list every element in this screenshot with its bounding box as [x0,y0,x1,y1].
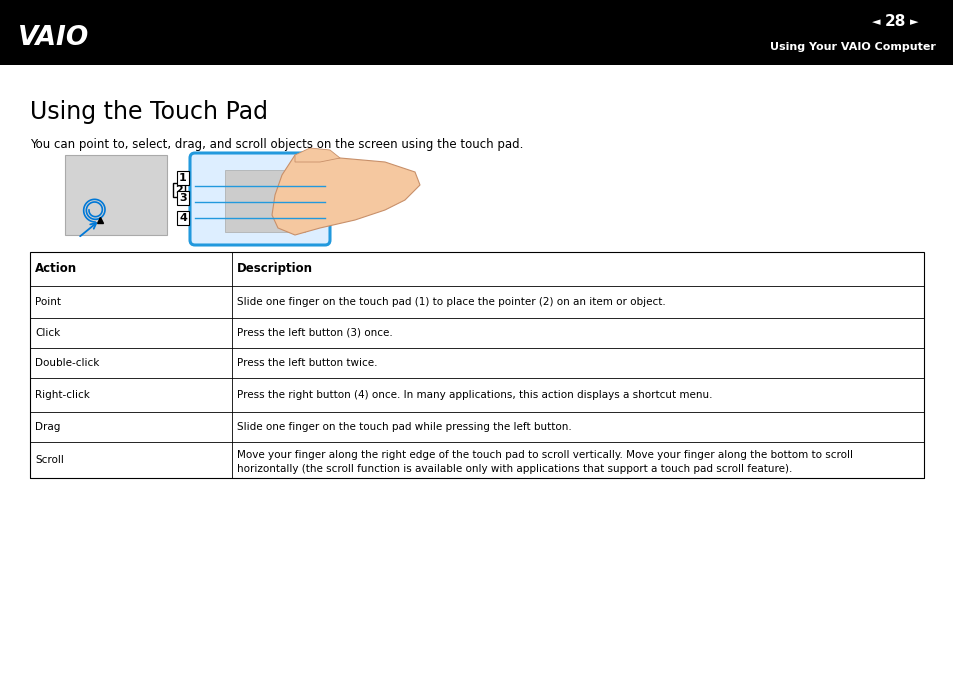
Polygon shape [294,148,339,162]
Text: VAIO: VAIO [18,25,90,51]
Text: Using the Touch Pad: Using the Touch Pad [30,100,268,124]
Text: 2: 2 [175,185,183,195]
Text: Slide one finger on the touch pad while pressing the left button.: Slide one finger on the touch pad while … [236,422,571,432]
Text: Action: Action [35,262,77,276]
Polygon shape [272,155,419,235]
FancyBboxPatch shape [190,153,330,245]
Text: You can point to, select, drag, and scroll objects on the screen using the touch: You can point to, select, drag, and scro… [30,138,523,151]
Text: 3: 3 [179,193,187,203]
Text: Slide one finger on the touch pad (1) to place the pointer (2) on an item or obj: Slide one finger on the touch pad (1) to… [236,297,665,307]
Text: Press the left button twice.: Press the left button twice. [236,358,377,368]
Text: Press the right button (4) once. In many applications, this action displays a sh: Press the right button (4) once. In many… [236,390,712,400]
Bar [65,155,167,235]
Bar [225,170,305,232]
Text: Double-click: Double-click [35,358,99,368]
Text: ◄: ◄ [871,17,880,27]
Bar [0,0,953,65]
Text: Right-click: Right-click [35,390,90,400]
Text: Description: Description [236,262,313,276]
Text: Click: Click [35,328,60,338]
Text: Drag: Drag [35,422,60,432]
Text: 28: 28 [883,15,904,30]
Text: 1: 1 [179,173,187,183]
Text: 4: 4 [179,213,187,223]
Text: Scroll: Scroll [35,455,64,465]
Text: Point: Point [35,297,61,307]
Text: Move your finger along the right edge of the touch pad to scroll vertically. Mov: Move your finger along the right edge of… [236,450,852,474]
Text: Press the left button (3) once.: Press the left button (3) once. [236,328,393,338]
Text: Using Your VAIO Computer: Using Your VAIO Computer [769,42,935,52]
Text: ►: ► [909,17,918,27]
Bar [30,252,923,478]
